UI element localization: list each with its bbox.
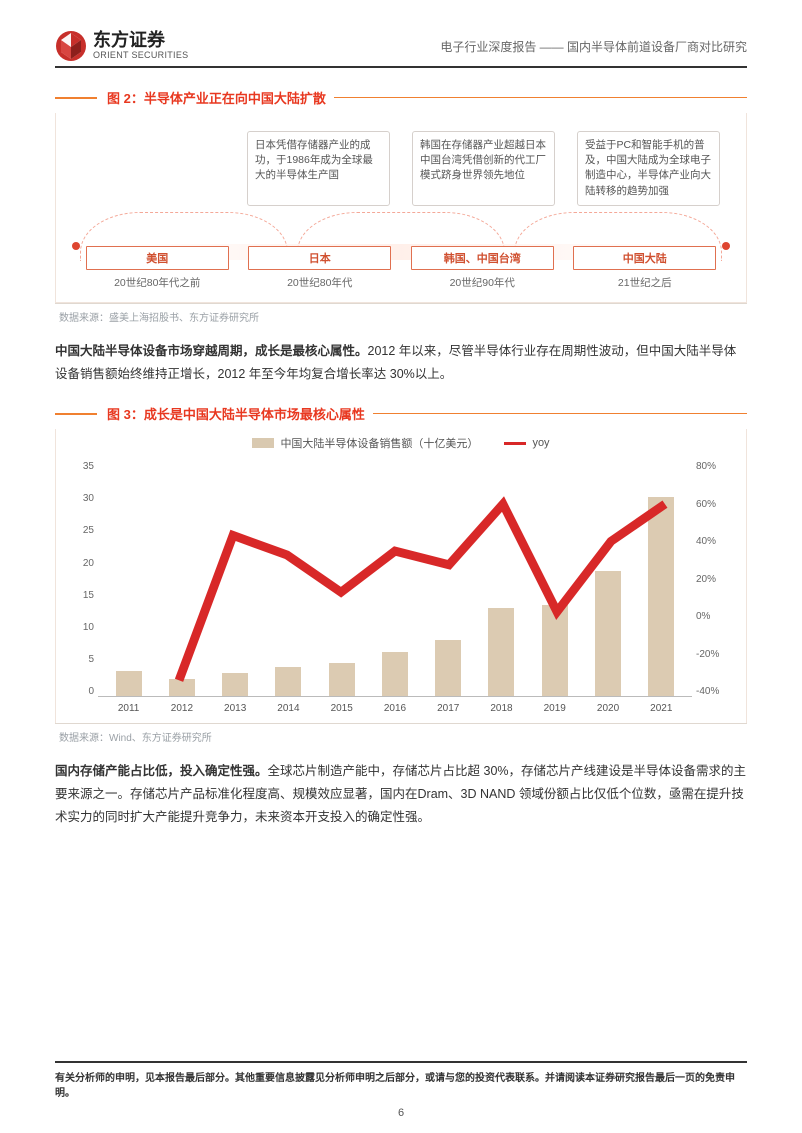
footer-disclaimer: 有关分析师的申明，见本报告最后部分。其他重要信息披露见分析师申明之后部分，或请与…	[55, 1073, 735, 1099]
figure-3-title: 图 3：成长是中国大陆半导体市场最核心属性	[107, 404, 365, 423]
y-left-tick: 30	[68, 493, 94, 504]
stage-period: 20世纪80年代	[248, 275, 391, 290]
y-left-tick: 0	[68, 686, 94, 697]
paragraph-1: 中国大陆半导体设备市场穿越周期，成长是最核心属性。2012 年以来，尽管半导体行…	[55, 340, 747, 386]
legend-swatch-bar	[252, 438, 274, 448]
chart-container: 中国大陆半导体设备销售额（十亿美元） yoy 35302520151050 20…	[55, 429, 747, 723]
figure-2-source: 数据来源：盛美上海招股书、东方证券研究所	[55, 303, 747, 324]
stage-period: 20世纪90年代	[411, 275, 554, 290]
chart-legend: 中国大陆半导体设备销售额（十亿美元） yoy	[68, 435, 734, 451]
chart-area: 35302520151050 2011201220132014201520162…	[68, 457, 734, 717]
y-axis-right: 80% 60% 40% 20% 0% -20% -40%	[696, 457, 734, 717]
stage-china-mainland: 中国大陆 21世纪之后	[573, 246, 716, 290]
stage-label: 韩国、中国台湾	[411, 246, 554, 270]
x-tick: 2021	[648, 703, 674, 714]
y-right-tick: 80%	[696, 461, 734, 472]
legend-swatch-line	[504, 442, 526, 445]
chart-plot: 2011201220132014201520162017201820192020…	[98, 461, 692, 697]
figure-2-title: 图 2：半导体产业正在向中国大陆扩散	[107, 88, 326, 107]
stage-label: 美国	[86, 246, 229, 270]
x-tick: 2018	[488, 703, 514, 714]
brand-name-cn: 东方证券	[93, 31, 188, 51]
stage-label: 中国大陆	[573, 246, 716, 270]
stage-usa: 美国 20世纪80年代之前	[86, 246, 229, 290]
yoy-line	[179, 504, 665, 680]
callout-china-mainland: 受益于PC和智能手机的普及，中国大陆成为全球电子制造中心，半导体产业向大陆转移的…	[577, 131, 720, 206]
page-footer: 有关分析师的申明，见本报告最后部分。其他重要信息披露见分析师申明之后部分，或请与…	[55, 1061, 747, 1099]
stage-label: 日本	[248, 246, 391, 270]
y-right-tick: 60%	[696, 499, 734, 510]
y-left-tick: 20	[68, 558, 94, 569]
x-tick: 2019	[542, 703, 568, 714]
stage-period: 20世纪80年代之前	[86, 275, 229, 290]
y-left-tick: 5	[68, 654, 94, 665]
y-right-tick: 0%	[696, 611, 734, 622]
para1-lead: 中国大陆半导体设备市场穿越周期，成长是最核心属性。	[55, 344, 368, 358]
y-right-tick: 40%	[696, 536, 734, 547]
callout-spacer	[82, 131, 225, 206]
x-tick: 2012	[169, 703, 195, 714]
brand-name-en: ORIENT SECURITIES	[93, 51, 188, 61]
paragraph-2: 国内存储产能占比低，投入确定性强。全球芯片制造产能中，存储芯片占比超 30%，存…	[55, 760, 747, 829]
y-left-tick: 35	[68, 461, 94, 472]
figure-2: 图 2：半导体产业正在向中国大陆扩散 日本凭借存储器产业的成功，于1986年成为…	[55, 88, 747, 324]
page-header: 东方证券 ORIENT SECURITIES 电子行业深度报告 —— 国内半导体…	[55, 30, 747, 68]
y-right-tick: -20%	[696, 649, 734, 660]
timeline-arcs	[76, 212, 726, 248]
title-accent	[55, 413, 97, 415]
x-tick: 2013	[222, 703, 248, 714]
callout-korea-taiwan: 韩国在存储器产业超越日本 中国台湾凭借创新的代工厂模式跻身世界领先地位	[412, 131, 555, 206]
title-accent	[55, 97, 97, 99]
timeline-stages: 美国 20世纪80年代之前 日本 20世纪80年代 韩国、中国台湾 20世纪90…	[76, 246, 726, 290]
y-left-tick: 25	[68, 525, 94, 536]
figure-3-source: 数据来源：Wind、东方证券研究所	[55, 723, 747, 744]
figure-3: 图 3：成长是中国大陆半导体市场最核心属性 中国大陆半导体设备销售额（十亿美元）…	[55, 404, 747, 744]
x-tick: 2011	[116, 703, 142, 714]
legend-bars: 中国大陆半导体设备销售额（十亿美元）	[252, 435, 478, 451]
legend-line-label: yoy	[532, 437, 549, 449]
stage-japan: 日本 20世纪80年代	[248, 246, 391, 290]
page-number: 6	[0, 1107, 802, 1119]
x-tick: 2015	[329, 703, 355, 714]
y-right-tick: 20%	[696, 574, 734, 585]
y-left-tick: 15	[68, 590, 94, 601]
callout-japan: 日本凭借存储器产业的成功，于1986年成为全球最大的半导体生产国	[247, 131, 390, 206]
title-rule	[373, 413, 747, 414]
stage-period: 21世纪之后	[573, 275, 716, 290]
report-title: 电子行业深度报告 —— 国内半导体前道设备厂商对比研究	[440, 38, 747, 55]
x-axis-labels: 2011 2012 2013 2014 2015 2016 2017 2018 2019 2020…	[98, 703, 692, 714]
legend-bar-label: 中国大陆半导体设备销售额（十亿美元）	[280, 435, 478, 451]
brand-logo: 东方证券 ORIENT SECURITIES	[55, 30, 188, 62]
logo-icon	[55, 30, 87, 62]
chart-line-svg	[98, 461, 692, 696]
x-tick: 2017	[435, 703, 461, 714]
y-right-tick: -40%	[696, 686, 734, 697]
y-left-tick: 10	[68, 622, 94, 633]
brand-text: 东方证券 ORIENT SECURITIES	[93, 31, 188, 61]
x-tick: 2020	[595, 703, 621, 714]
timeline-diagram: 日本凭借存储器产业的成功，于1986年成为全球最大的半导体生产国 韩国在存储器产…	[55, 113, 747, 303]
stage-korea-taiwan: 韩国、中国台湾 20世纪90年代	[411, 246, 554, 290]
x-tick: 2014	[275, 703, 301, 714]
para2-lead: 国内存储产能占比低，投入确定性强。	[55, 764, 268, 778]
x-tick: 2016	[382, 703, 408, 714]
legend-line: yoy	[504, 437, 549, 449]
title-rule	[334, 97, 747, 98]
y-axis-left: 35 30 25 20 15 10 5 0	[68, 457, 94, 717]
